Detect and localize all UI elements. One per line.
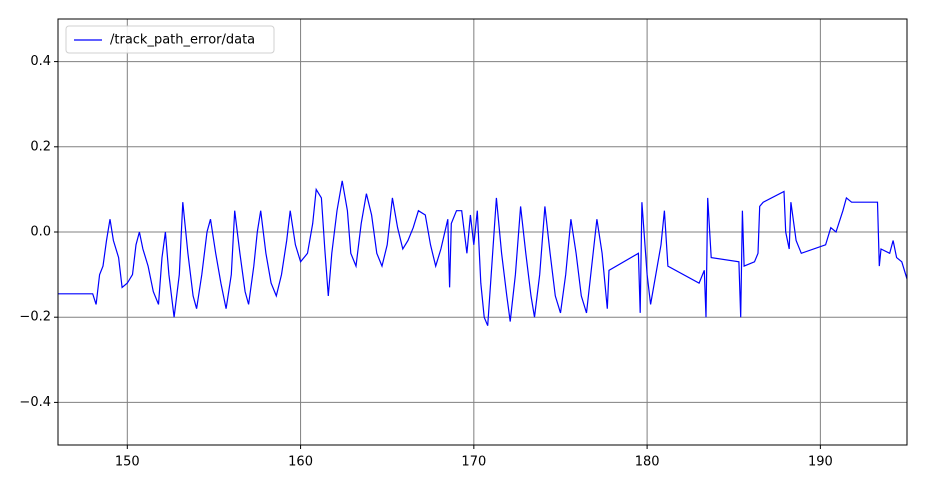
y-tick-label: 0.0 bbox=[30, 225, 51, 240]
x-tick-label: 180 bbox=[635, 455, 660, 470]
x-tick-label: 150 bbox=[115, 455, 140, 470]
x-tick-label: 190 bbox=[808, 455, 833, 470]
legend: /track_path_error/data bbox=[65, 25, 275, 54]
x-tick-label: 160 bbox=[288, 455, 313, 470]
plot-frame bbox=[57, 18, 908, 446]
legend-label: /track_path_error/data bbox=[110, 33, 255, 48]
y-tick-label: −0.4 bbox=[19, 395, 51, 410]
legend-box bbox=[65, 25, 275, 54]
y-tick-label: 0.2 bbox=[30, 139, 51, 154]
y-tick-label: −0.2 bbox=[19, 310, 51, 325]
x-tick-label: 170 bbox=[461, 455, 486, 470]
data-line bbox=[58, 180, 907, 326]
y-tick-label: 0.4 bbox=[30, 54, 51, 69]
